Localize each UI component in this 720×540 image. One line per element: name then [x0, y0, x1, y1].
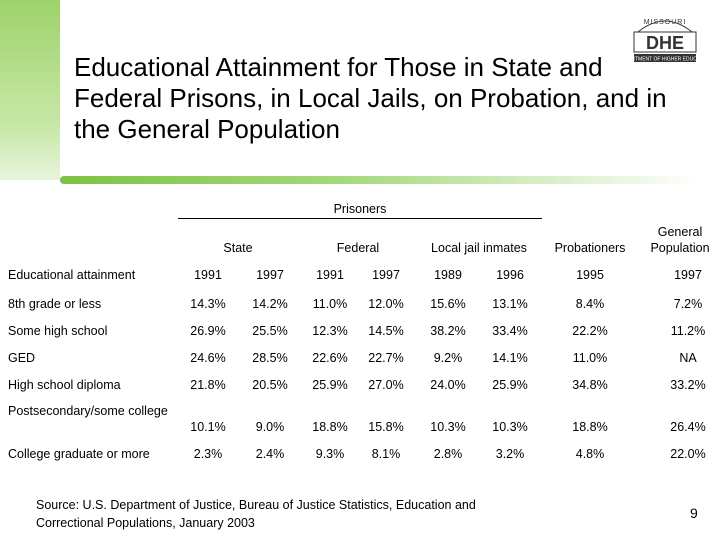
table-row-label: High school diploma [8, 378, 121, 392]
prisoners-rule [178, 218, 542, 219]
table-cell: 25.5% [252, 324, 288, 338]
table-cell: 15.6% [430, 297, 466, 311]
table-row-label: College graduate or more [8, 447, 150, 461]
table-cell: 8.1% [371, 447, 401, 461]
table-cell: 26.4% [670, 420, 706, 434]
page-number: 9 [690, 505, 698, 521]
header-federal: Federal [336, 241, 380, 255]
table-row-label: GED [8, 351, 36, 365]
header-state: State [223, 241, 253, 255]
svg-text:MISSOURI: MISSOURI [644, 19, 687, 26]
table-cell: 10.3% [492, 420, 528, 434]
table-cell: 14.5% [368, 324, 404, 338]
table-cell: 28.5% [252, 351, 288, 365]
table-cell: 10.3% [430, 420, 466, 434]
header-probationers: Probationers [554, 241, 626, 255]
year-header: 1996 [496, 268, 524, 282]
table-cell: 2.8% [433, 447, 463, 461]
table-cell: 24.6% [190, 351, 226, 365]
header-general-population: General Population [650, 225, 710, 255]
table-row-label: 8th grade or less [8, 297, 102, 311]
year-header: 1991 [194, 268, 222, 282]
decorative-green-bar [0, 0, 60, 180]
table-cell: 27.0% [368, 378, 404, 392]
slide-title: Educational Attainment for Those in Stat… [74, 52, 667, 144]
table-cell: 22.6% [312, 351, 348, 365]
table-cell: 34.8% [572, 378, 608, 392]
table-cell: 20.5% [252, 378, 288, 392]
decorative-green-line [60, 176, 700, 184]
table-cell: 9.3% [315, 447, 345, 461]
year-header: 1997 [674, 268, 702, 282]
table-cell: 12.3% [312, 324, 348, 338]
prisoners-header: Prisoners [333, 202, 387, 216]
year-header: 1995 [576, 268, 604, 282]
table-cell: 14.2% [252, 297, 288, 311]
table-cell: 25.9% [492, 378, 528, 392]
year-header: 1997 [256, 268, 284, 282]
svg-text:DEPARTMENT OF HIGHER EDUCATION: DEPARTMENT OF HIGHER EDUCATION [630, 57, 700, 63]
table-cell: 33.4% [492, 324, 528, 338]
table-cell: 2.3% [193, 447, 223, 461]
table-cell: 2.4% [255, 447, 285, 461]
table-cell: 26.9% [190, 324, 226, 338]
table-cell: 9.2% [433, 351, 463, 365]
table-cell: 14.1% [492, 351, 528, 365]
table-cell: 24.0% [430, 378, 466, 392]
table-cell: 15.8% [368, 420, 404, 434]
table-cell: 22.7% [368, 351, 404, 365]
table-cell: 10.1% [190, 420, 226, 434]
svg-text:DHE: DHE [646, 33, 684, 53]
table-cell: 21.8% [190, 378, 226, 392]
year-header: 1989 [434, 268, 462, 282]
table-cell: 22.2% [572, 324, 608, 338]
table-cell: 14.3% [190, 297, 226, 311]
year-header: 1991 [316, 268, 344, 282]
table-cell: 33.2% [670, 378, 706, 392]
table-cell: 22.0% [670, 447, 706, 461]
table-cell: 11.0% [312, 297, 348, 311]
row-header-educational-attainment: Educational attainment [8, 268, 136, 282]
table-cell: 11.0% [572, 351, 608, 365]
table-cell: 8.4% [575, 297, 605, 311]
table-row-label: Some high school [8, 324, 108, 338]
dhe-logo: MISSOURI DHE DEPARTMENT OF HIGHER EDUCAT… [630, 19, 700, 63]
table-cell: 9.0% [255, 420, 285, 434]
table-cell: NA [679, 351, 697, 365]
table-cell: 11.2% [670, 324, 706, 338]
table-cell: 4.8% [575, 447, 605, 461]
source-citation: Source: U.S. Department of Justice, Bure… [36, 498, 476, 530]
table-cell: 18.8% [572, 420, 608, 434]
table-cell: 38.2% [430, 324, 466, 338]
table-cell: 7.2% [673, 297, 703, 311]
table-cell: 13.1% [492, 297, 528, 311]
table-cell: 12.0% [368, 297, 404, 311]
table-cell: 3.2% [495, 447, 525, 461]
table-cell: 25.9% [312, 378, 348, 392]
year-header: 1997 [372, 268, 400, 282]
table-cell: 18.8% [312, 420, 348, 434]
header-local-jail: Local jail inmates [431, 241, 527, 255]
table-row-label: Postsecondary/some college [8, 404, 168, 418]
